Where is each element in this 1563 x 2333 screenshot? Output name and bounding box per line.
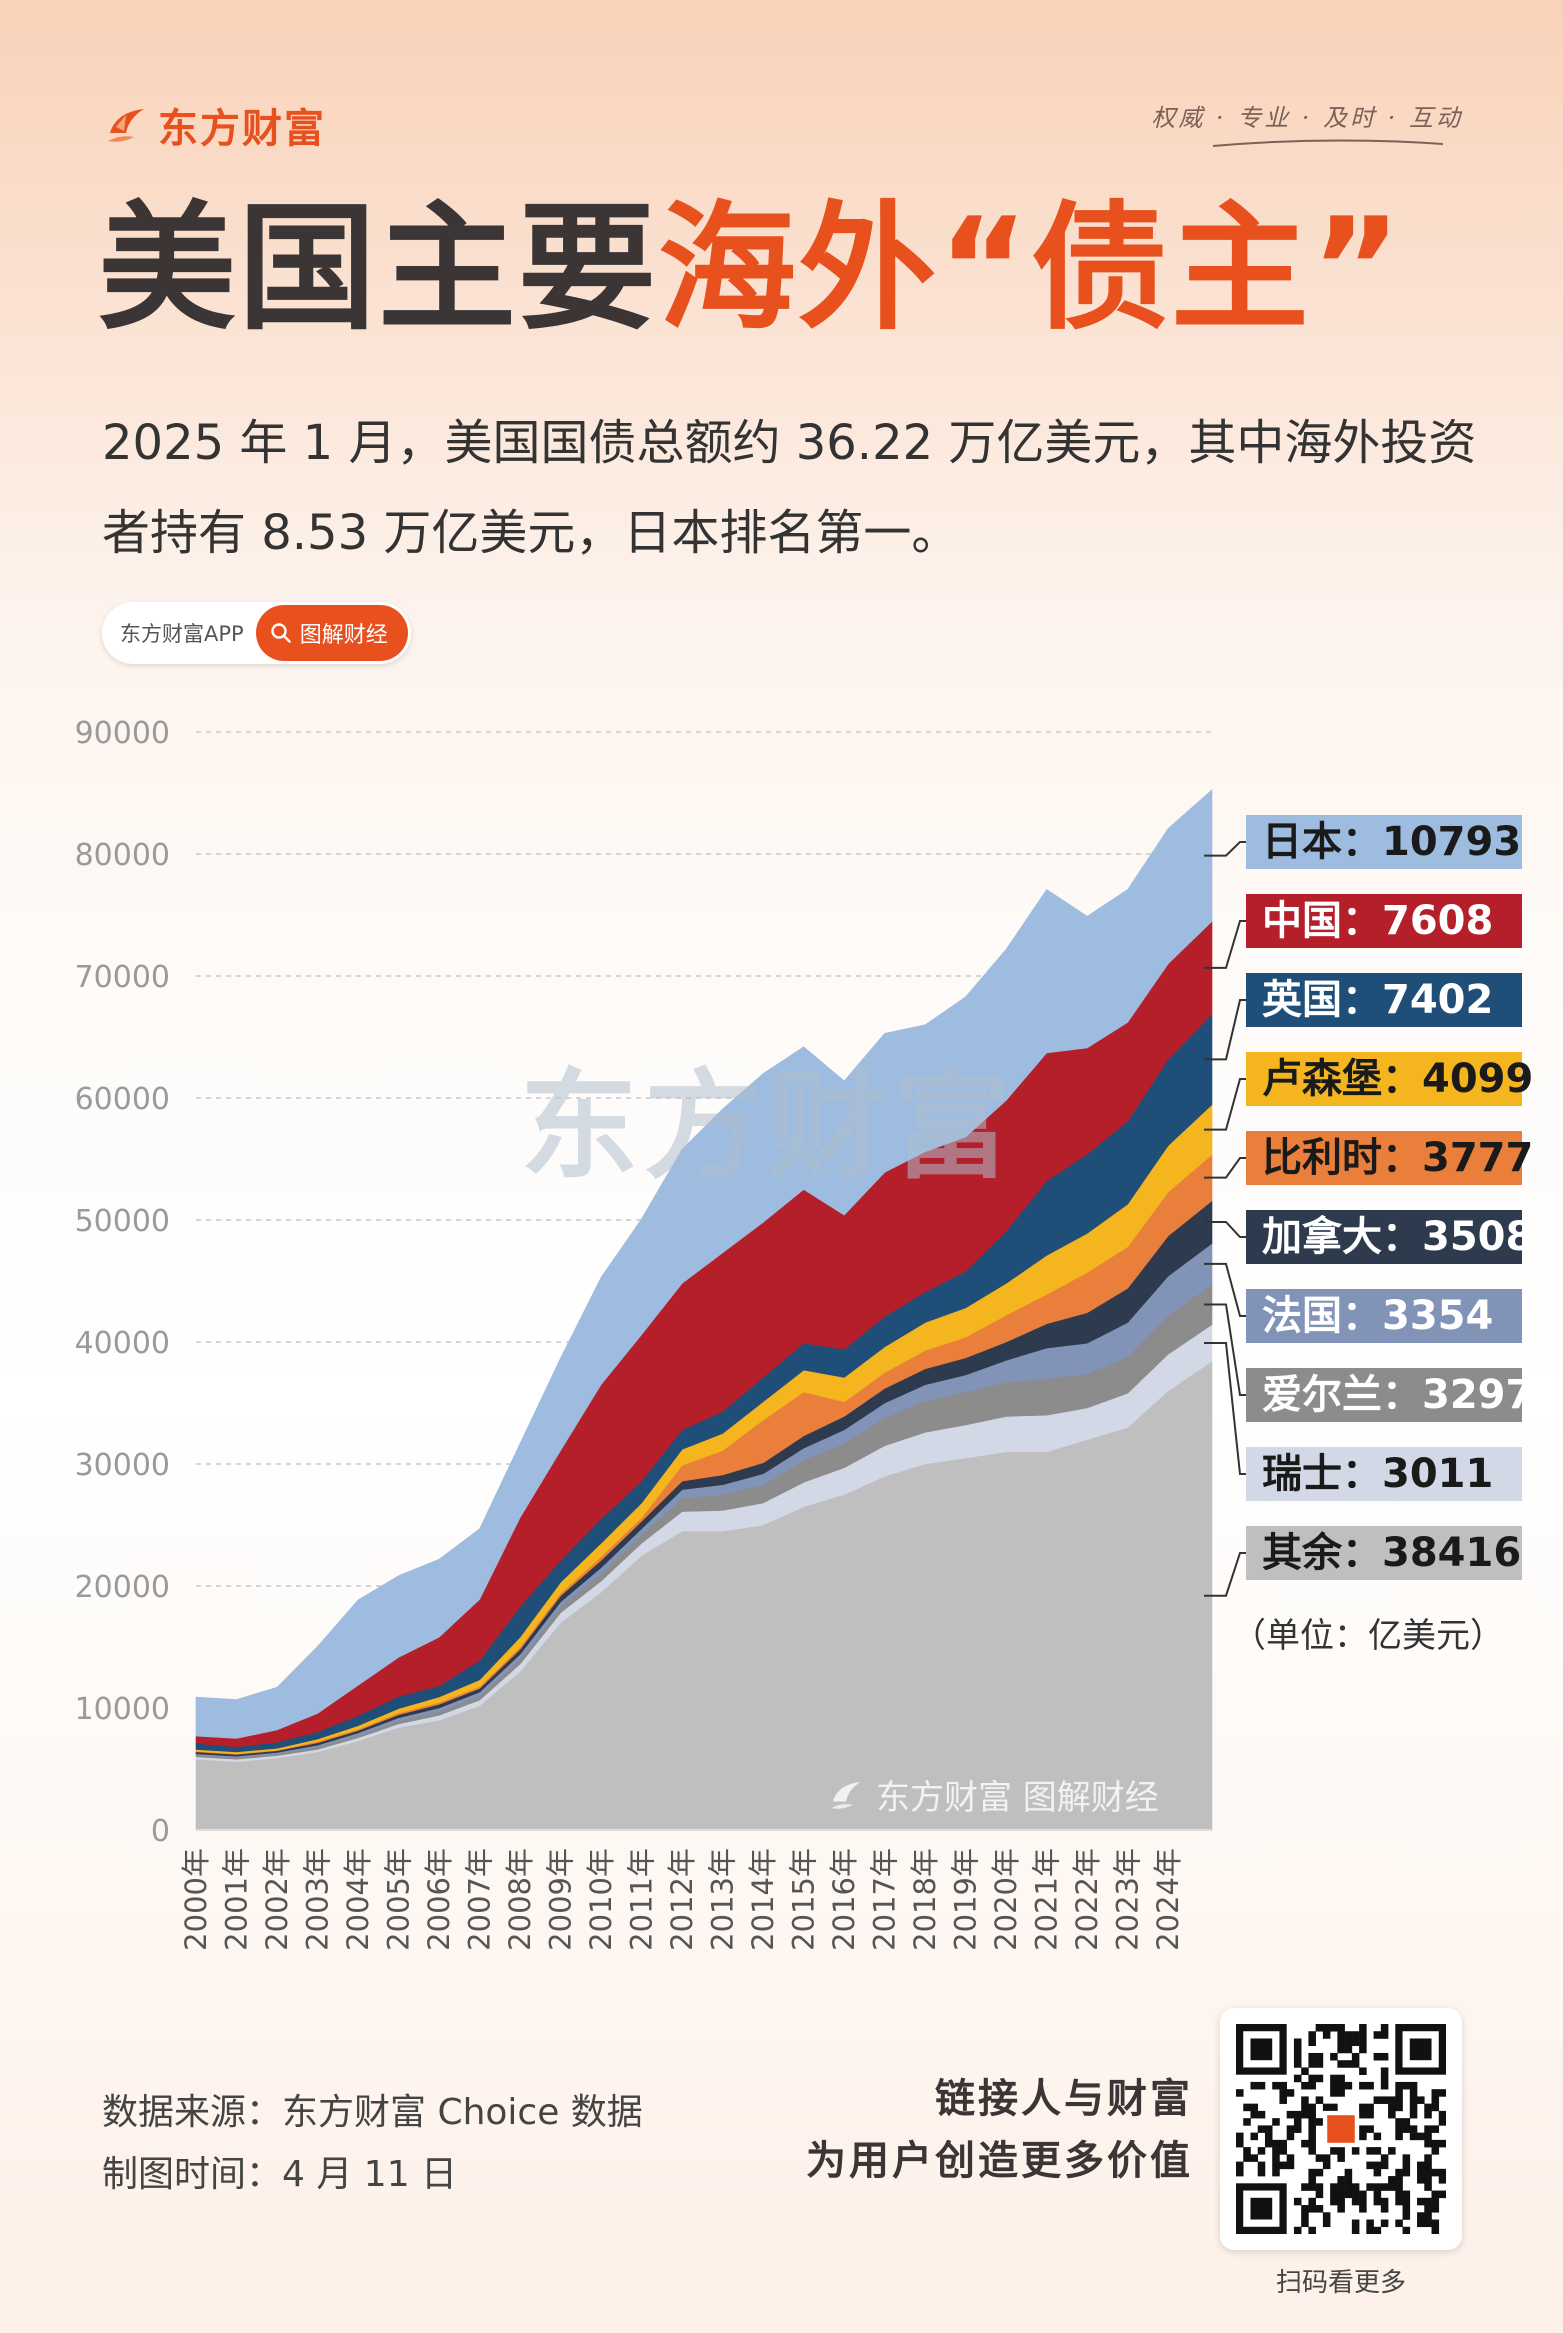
x-tick-label: 2016年: [827, 1848, 861, 1951]
x-tick-label: 2014年: [746, 1848, 780, 1951]
data-source: 数据来源：东方财富 Choice 数据 制图时间：4 月 11 日: [102, 2082, 643, 2206]
x-tick-label: 2015年: [787, 1848, 821, 1951]
page-subtitle: 2025 年 1 月，美国国债总额约 36.22 万亿美元，其中海外投资者持有 …: [102, 415, 1477, 561]
x-tick-label: 2023年: [1111, 1848, 1145, 1951]
legend-label-卢森堡: 卢森堡：4099: [1246, 1052, 1533, 1106]
area-series-日本: [195, 789, 1213, 1739]
legend-label-日本: 日本：10793: [1246, 815, 1522, 869]
legend-connector: [1204, 1221, 1246, 1238]
legend-connector: [1204, 1552, 1246, 1597]
search-icon: [271, 623, 291, 643]
title-part-2: 海外“债主”: [658, 188, 1404, 349]
y-tick-label: 80000: [75, 838, 170, 873]
x-tick-label: 2021年: [1030, 1848, 1064, 1951]
brand-name: 东方财富: [158, 106, 326, 152]
legend-label-法国: 法国：3354: [1246, 1289, 1522, 1343]
x-tick-label: 2004年: [341, 1848, 375, 1951]
source-line: 数据来源：东方财富 Choice 数据: [102, 2092, 643, 2133]
legend-connector: [1204, 1078, 1246, 1131]
motto: 链接人与财富 为用户创造更多价值: [806, 2068, 1193, 2192]
legend-connector: [1204, 841, 1246, 857]
legend-label-英国: 英国：7402: [1246, 973, 1522, 1027]
x-tick-label: 2007年: [463, 1848, 497, 1951]
topic-tag[interactable]: 图解财经: [255, 605, 408, 661]
y-tick-label: 50000: [75, 1204, 170, 1239]
chart-brand-mark: 东方财富 图解财经: [828, 1770, 1159, 1819]
y-tick-label: 30000: [75, 1448, 170, 1483]
slogan-underline: [1213, 139, 1443, 147]
qr-caption: 扫码看更多: [1275, 2268, 1406, 2298]
legend-label-中国: 中国：7608: [1246, 894, 1522, 948]
chart-brand-text: 东方财富 图解财经: [876, 1778, 1159, 1818]
app-tag-pill[interactable]: 东方财富APP 图解财经: [102, 602, 411, 664]
app-name: 东方财富APP: [120, 622, 244, 646]
y-tick-label: 10000: [75, 1692, 170, 1727]
brand-logo-icon: [831, 1781, 861, 1809]
x-tick-label: 2010年: [584, 1848, 618, 1951]
x-tick-label: 2005年: [382, 1848, 416, 1951]
x-tick-label: 2020年: [989, 1848, 1023, 1951]
title-part-1: 美国主要: [98, 188, 659, 349]
y-tick-label: 70000: [75, 960, 170, 995]
brand-logo-icon: [108, 109, 144, 142]
chart-time-line: 制图时间：4 月 11 日: [102, 2154, 458, 2195]
legend-label-加拿大: 加拿大：3508: [1246, 1210, 1533, 1264]
legend-connector: [1204, 920, 1246, 969]
x-tick-label: 2002年: [260, 1848, 294, 1951]
y-tick-label: 90000: [75, 716, 170, 751]
x-tick-label: 2013年: [706, 1848, 740, 1951]
x-tick-label: 2008年: [503, 1848, 537, 1951]
x-tick-label: 2003年: [301, 1848, 335, 1951]
legend-label-爱尔兰: 爱尔兰：3297: [1246, 1368, 1533, 1422]
x-tick-label: 2024年: [1151, 1848, 1185, 1951]
legend-label-比利时: 比利时：3777: [1246, 1131, 1533, 1185]
legend-connector: [1204, 1157, 1246, 1179]
legend-label-瑞士: 瑞士：3011: [1246, 1447, 1522, 1501]
stacked-area-chart: 0 10000 20000 30000 40000 50000 60000 70000 8000…: [75, 716, 1246, 1951]
y-tick-label: 60000: [75, 1082, 170, 1117]
x-tick-label: 2009年: [544, 1848, 578, 1951]
legend-label-其余: 其余：38416: [1246, 1526, 1522, 1580]
legend-connector: [1204, 999, 1246, 1061]
qr-code-icon: [1236, 2024, 1446, 2234]
legend-connector: [1204, 1262, 1246, 1317]
motto-line-1: 链接人与财富: [935, 2076, 1193, 2122]
x-tick-label: 2019年: [949, 1848, 983, 1951]
x-tick-label: 2018年: [908, 1848, 942, 1951]
page-title: 美国主要海外“债主”: [98, 200, 1403, 338]
brand-slogan: 权威 · 专业 · 及时 · 互动: [1151, 104, 1463, 132]
y-tick-label: 40000: [75, 1326, 170, 1361]
brand-logo: 东方财富: [104, 96, 326, 154]
chart-watermark: 东方财富: [520, 1057, 1017, 1195]
x-tick-label: 2001年: [220, 1848, 254, 1951]
x-tick-label: 2011年: [625, 1848, 659, 1951]
legend-connector: [1204, 1303, 1246, 1396]
x-tick-label: 2000年: [179, 1848, 213, 1951]
unit-label: （单位：亿美元）: [1232, 1616, 1504, 1656]
qr-code[interactable]: [1220, 2008, 1462, 2250]
y-tick-label: 0: [151, 1814, 170, 1849]
x-tick-label: 2006年: [422, 1848, 456, 1951]
x-tick-label: 2017年: [868, 1848, 902, 1951]
x-tick-label: 2022年: [1070, 1848, 1104, 1951]
y-tick-label: 20000: [75, 1570, 170, 1605]
x-tick-label: 2012年: [665, 1848, 699, 1951]
motto-line-2: 为用户创造更多价值: [806, 2138, 1193, 2184]
topic-tag-label: 图解财经: [299, 623, 388, 648]
legend-connector: [1204, 1342, 1246, 1475]
